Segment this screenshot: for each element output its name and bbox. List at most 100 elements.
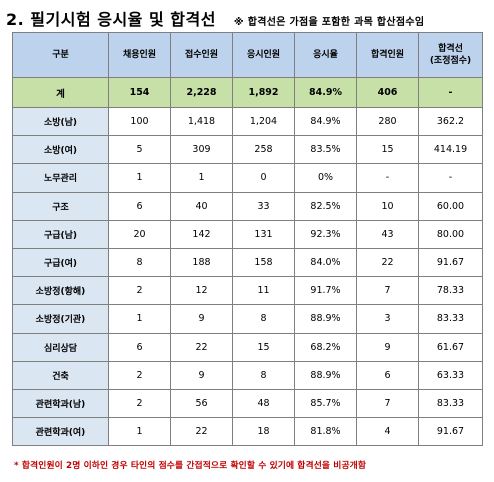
col-hires: 채용인원 [108, 32, 171, 78]
row-cutoff: 83.33 [418, 304, 483, 334]
table-row: 구급(여) 8 188 158 84.0% 22 91.67 [12, 247, 483, 278]
row-hires: 1 [108, 304, 171, 334]
row-hires: 5 [108, 135, 171, 165]
table-row: 소방정(기관) 1 9 8 88.9% 3 83.33 [12, 304, 483, 334]
row-category: 심리상담 [12, 332, 109, 362]
row-applicants: 1,418 [170, 106, 233, 137]
table-row: 심리상담 6 22 15 68.2% 9 61.67 [12, 332, 483, 362]
row-hires: 8 [108, 247, 171, 278]
table-row: 소방(남) 100 1,418 1,204 84.9% 280 362.2 [12, 106, 483, 137]
row-applicants: 9 [170, 304, 233, 334]
row-examinees: 33 [232, 191, 295, 221]
row-hires: 2 [108, 388, 171, 419]
row-applicants: 142 [170, 219, 233, 249]
row-cutoff: 80.00 [418, 219, 483, 249]
cutoff-note: ※ 합격선은 가점을 포함한 과목 합산점수임 [233, 17, 425, 28]
col-passers: 합격인원 [356, 32, 419, 78]
total-passers: 406 [356, 77, 419, 108]
row-applicants: 22 [170, 332, 233, 362]
footnote: * 합격인원이 2명 이하인 경우 타인의 점수를 간접적으로 확인할 수 있기… [14, 461, 367, 471]
table-row: 관련학과(남) 2 56 48 85.7% 7 83.33 [12, 388, 483, 419]
col-applicants: 접수인원 [170, 32, 233, 78]
table-row: 노무관리 1 1 0 0% - - [12, 163, 483, 193]
row-hires: 20 [108, 219, 171, 249]
col-cutoff: 합격선 (조정점수) [418, 32, 483, 78]
row-cutoff: 362.2 [418, 106, 483, 137]
row-passers: 4 [356, 417, 419, 447]
row-attendance-rate: 84.0% [294, 247, 357, 278]
total-applicants: 2,228 [170, 77, 233, 108]
row-attendance-rate: 88.9% [294, 304, 357, 334]
row-hires: 1 [108, 163, 171, 193]
row-attendance-rate: 81.8% [294, 417, 357, 447]
row-cutoff: 60.00 [418, 191, 483, 221]
table-row: 관련학과(여) 1 22 18 81.8% 4 91.67 [12, 417, 483, 447]
table-row: 구급(남) 20 142 131 92.3% 43 80.00 [12, 219, 483, 249]
row-examinees: 15 [232, 332, 295, 362]
row-examinees: 11 [232, 276, 295, 306]
row-cutoff: 61.67 [418, 332, 483, 362]
row-passers: 10 [356, 191, 419, 221]
total-attendance-rate: 84.9% [294, 77, 357, 108]
total-examinees: 1,892 [232, 77, 295, 108]
total-row: 계 154 2,228 1,892 84.9% 406 - [12, 77, 483, 108]
row-hires: 6 [108, 332, 171, 362]
row-attendance-rate: 85.7% [294, 388, 357, 419]
table-row: 건축 2 9 8 88.9% 6 63.33 [12, 360, 483, 390]
results-table: 구분 채용인원 접수인원 응시인원 응시율 합격인원 합격선 (조정점수) 계 1… [12, 32, 483, 447]
row-passers: 7 [356, 276, 419, 306]
row-hires: 1 [108, 417, 171, 447]
row-attendance-rate: 84.9% [294, 106, 357, 137]
row-examinees: 18 [232, 417, 295, 447]
row-category: 구급(여) [12, 247, 109, 278]
row-attendance-rate: 91.7% [294, 276, 357, 306]
row-category: 소방(여) [12, 135, 109, 165]
row-attendance-rate: 83.5% [294, 135, 357, 165]
row-category: 노무관리 [12, 163, 109, 193]
row-passers: 6 [356, 360, 419, 390]
row-cutoff: 83.33 [418, 388, 483, 419]
row-attendance-rate: 92.3% [294, 219, 357, 249]
row-passers: 43 [356, 219, 419, 249]
col-attendance-rate: 응시율 [294, 32, 357, 78]
row-applicants: 1 [170, 163, 233, 193]
row-attendance-rate: 88.9% [294, 360, 357, 390]
row-examinees: 8 [232, 304, 295, 334]
row-applicants: 22 [170, 417, 233, 447]
row-category: 소방정(기관) [12, 304, 109, 334]
row-category: 관련학과(여) [12, 417, 109, 447]
row-applicants: 309 [170, 135, 233, 165]
row-passers: 7 [356, 388, 419, 419]
row-applicants: 9 [170, 360, 233, 390]
row-examinees: 158 [232, 247, 295, 278]
row-examinees: 0 [232, 163, 295, 193]
row-category: 관련학과(남) [12, 388, 109, 419]
total-label: 계 [12, 77, 109, 108]
col-examinees: 응시인원 [232, 32, 295, 78]
row-cutoff: 91.67 [418, 417, 483, 447]
row-cutoff: 414.19 [418, 135, 483, 165]
col-category: 구분 [12, 32, 109, 78]
header-row: 구분 채용인원 접수인원 응시인원 응시율 합격인원 합격선 (조정점수) [12, 32, 483, 78]
row-passers: 3 [356, 304, 419, 334]
row-attendance-rate: 82.5% [294, 191, 357, 221]
row-examinees: 48 [232, 388, 295, 419]
table-row: 구조 6 40 33 82.5% 10 60.00 [12, 191, 483, 221]
row-attendance-rate: 68.2% [294, 332, 357, 362]
row-cutoff: - [418, 163, 483, 193]
row-passers: - [356, 163, 419, 193]
row-attendance-rate: 0% [294, 163, 357, 193]
row-applicants: 40 [170, 191, 233, 221]
row-cutoff: 91.67 [418, 247, 483, 278]
table-row: 소방정(항해) 2 12 11 91.7% 7 78.33 [12, 276, 483, 306]
row-category: 소방정(항해) [12, 276, 109, 306]
row-cutoff: 63.33 [418, 360, 483, 390]
row-hires: 2 [108, 276, 171, 306]
row-category: 구급(남) [12, 219, 109, 249]
row-passers: 15 [356, 135, 419, 165]
row-passers: 9 [356, 332, 419, 362]
row-hires: 6 [108, 191, 171, 221]
row-hires: 2 [108, 360, 171, 390]
header: 2. 필기시험 응시율 및 합격선 ※ 합격선은 가점을 포함한 과목 합산점수… [6, 6, 490, 32]
total-cutoff: - [418, 77, 483, 108]
